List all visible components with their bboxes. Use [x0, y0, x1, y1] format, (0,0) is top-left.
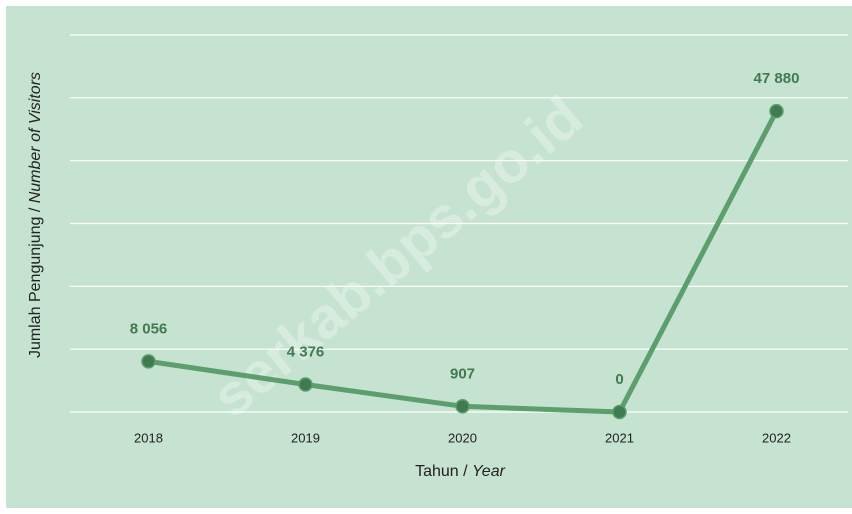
- data-label: 0: [615, 371, 623, 388]
- data-label: 8 056: [130, 320, 168, 337]
- x-axis-label: Tahun / Year: [415, 463, 506, 480]
- data-label: 47 880: [754, 70, 800, 87]
- x-tick-label: 2018: [134, 430, 163, 445]
- data-label: 907: [450, 365, 475, 382]
- y-axis-label: Jumlah Pengunjung / Number of Visitors: [27, 72, 44, 358]
- background: [6, 6, 852, 508]
- x-tick-label: 2021: [605, 430, 634, 445]
- marker: [455, 399, 470, 414]
- x-tick-label: 2019: [291, 430, 320, 445]
- marker: [141, 354, 156, 369]
- x-axis-label-italic: Year: [472, 463, 506, 480]
- x-tick-label: 2022: [762, 430, 791, 445]
- y-axis-label-text: Jumlah Pengunjung /: [27, 207, 44, 358]
- marker: [769, 103, 784, 119]
- marker: [298, 377, 313, 392]
- x-tick-label: 2020: [448, 430, 477, 445]
- y-axis-label-italic: Number of Visitors: [27, 72, 44, 203]
- data-label: 4 376: [287, 343, 325, 360]
- marker: [612, 404, 627, 420]
- x-axis-label-text: Tahun /: [415, 463, 468, 480]
